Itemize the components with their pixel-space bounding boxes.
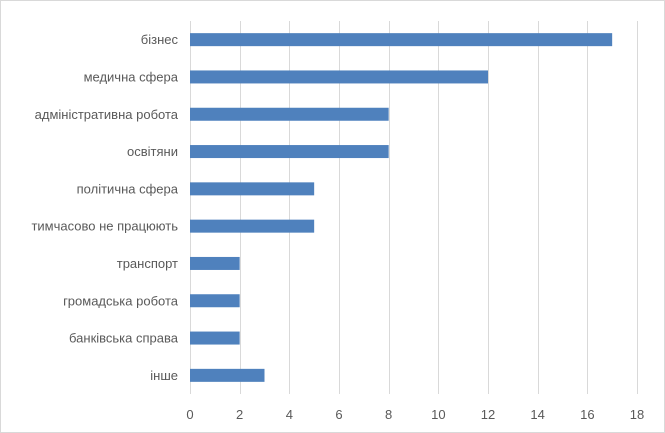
category-label: тимчасово не працюють — [31, 219, 178, 234]
x-tick-label: 8 — [385, 407, 392, 422]
bar — [190, 145, 389, 159]
category-label: адміністративна робота — [35, 107, 179, 122]
bar — [190, 256, 240, 270]
category-label: банківська справа — [69, 331, 179, 346]
category-label: медична сфера — [84, 69, 179, 84]
x-tick-labels: 0 2 4 6 8 10 12 14 16 18 — [186, 407, 644, 422]
x-tick-label: 6 — [335, 407, 342, 422]
bar — [190, 107, 389, 121]
x-tick-label: 4 — [286, 407, 293, 422]
x-tick-label: 10 — [431, 407, 445, 422]
x-tick-label: 16 — [580, 407, 594, 422]
bar — [190, 331, 240, 345]
category-label: транспорт — [117, 256, 178, 271]
bar — [190, 294, 240, 308]
x-tick-label: 18 — [630, 407, 644, 422]
bar — [190, 70, 488, 84]
category-label: політична сфера — [77, 181, 179, 196]
category-labels: бізнес медична сфера адміністративна робот… — [31, 32, 178, 383]
x-tick-label: 2 — [236, 407, 243, 422]
x-tick-label: 14 — [530, 407, 544, 422]
bar — [190, 33, 613, 47]
category-label: інше — [150, 368, 178, 383]
bar — [190, 368, 265, 382]
category-label: бізнес — [141, 32, 179, 47]
category-label: освітяни — [127, 144, 178, 159]
x-tick-label: 12 — [481, 407, 495, 422]
category-label: громадська робота — [63, 293, 179, 308]
bar — [190, 219, 315, 233]
bars — [190, 33, 613, 382]
x-tick-label: 0 — [186, 407, 193, 422]
bar — [190, 182, 315, 196]
